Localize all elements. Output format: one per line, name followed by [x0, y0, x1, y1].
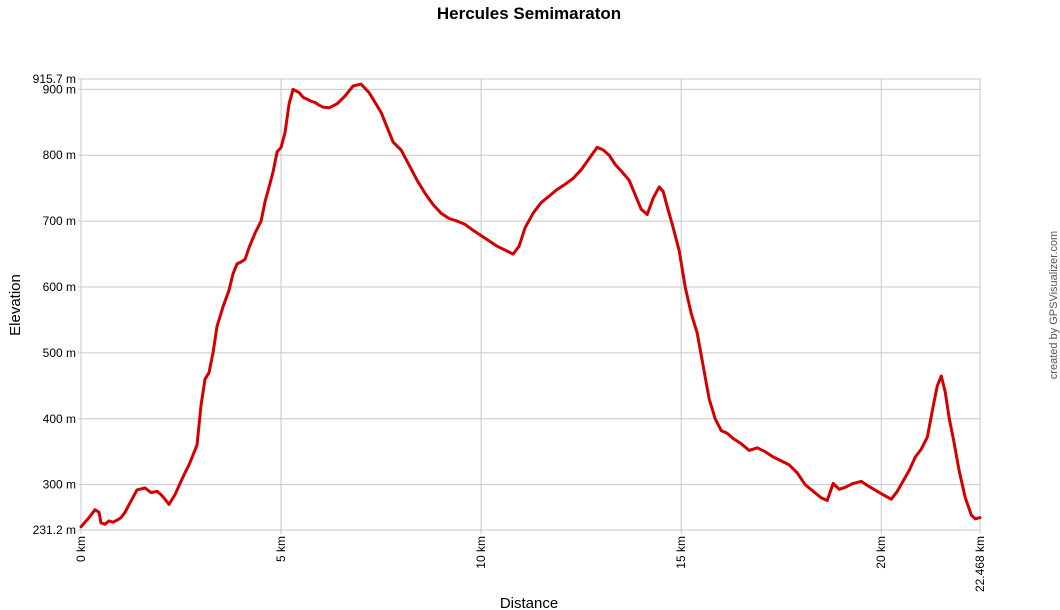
x-tick-label: 15 km [674, 536, 688, 569]
grid [81, 79, 980, 530]
y-tick-label: 700 m [43, 214, 76, 228]
y-tick-label: 900 m [43, 82, 76, 96]
elevation-series-line [79, 82, 982, 529]
x-tick-label: 22.468 km [973, 536, 987, 592]
y-tick-label: 300 m [43, 478, 76, 492]
plot-frame [80, 78, 981, 531]
y-axis-label: Elevation [7, 274, 24, 336]
x-axis-label: Distance [500, 595, 558, 610]
y-axis-ticks: 231.2 m 300 m 400 m 500 m 600 m 700 m 800 m 900… [33, 72, 81, 537]
x-tick-label: 5 km [274, 536, 288, 562]
y-tick-label: 500 m [43, 346, 76, 360]
chart-title: Hercules Semimaraton [437, 4, 621, 23]
x-axis-ticks: 0 km 5 km 10 km 15 km 20 km 22.468 km [74, 530, 987, 592]
x-tick-label: 0 km [74, 536, 88, 562]
y-tick-label: 915.7 m [33, 72, 76, 86]
y-tick-label: 231.2 m [33, 523, 76, 537]
y-tick-label: 800 m [43, 148, 76, 162]
y-tick-label: 600 m [43, 280, 76, 294]
x-tick-label: 10 km [474, 536, 488, 569]
credit-text: created by GPSVisualizer.com [1048, 231, 1060, 379]
x-tick-label: 20 km [874, 536, 888, 569]
y-tick-label: 400 m [43, 412, 76, 426]
